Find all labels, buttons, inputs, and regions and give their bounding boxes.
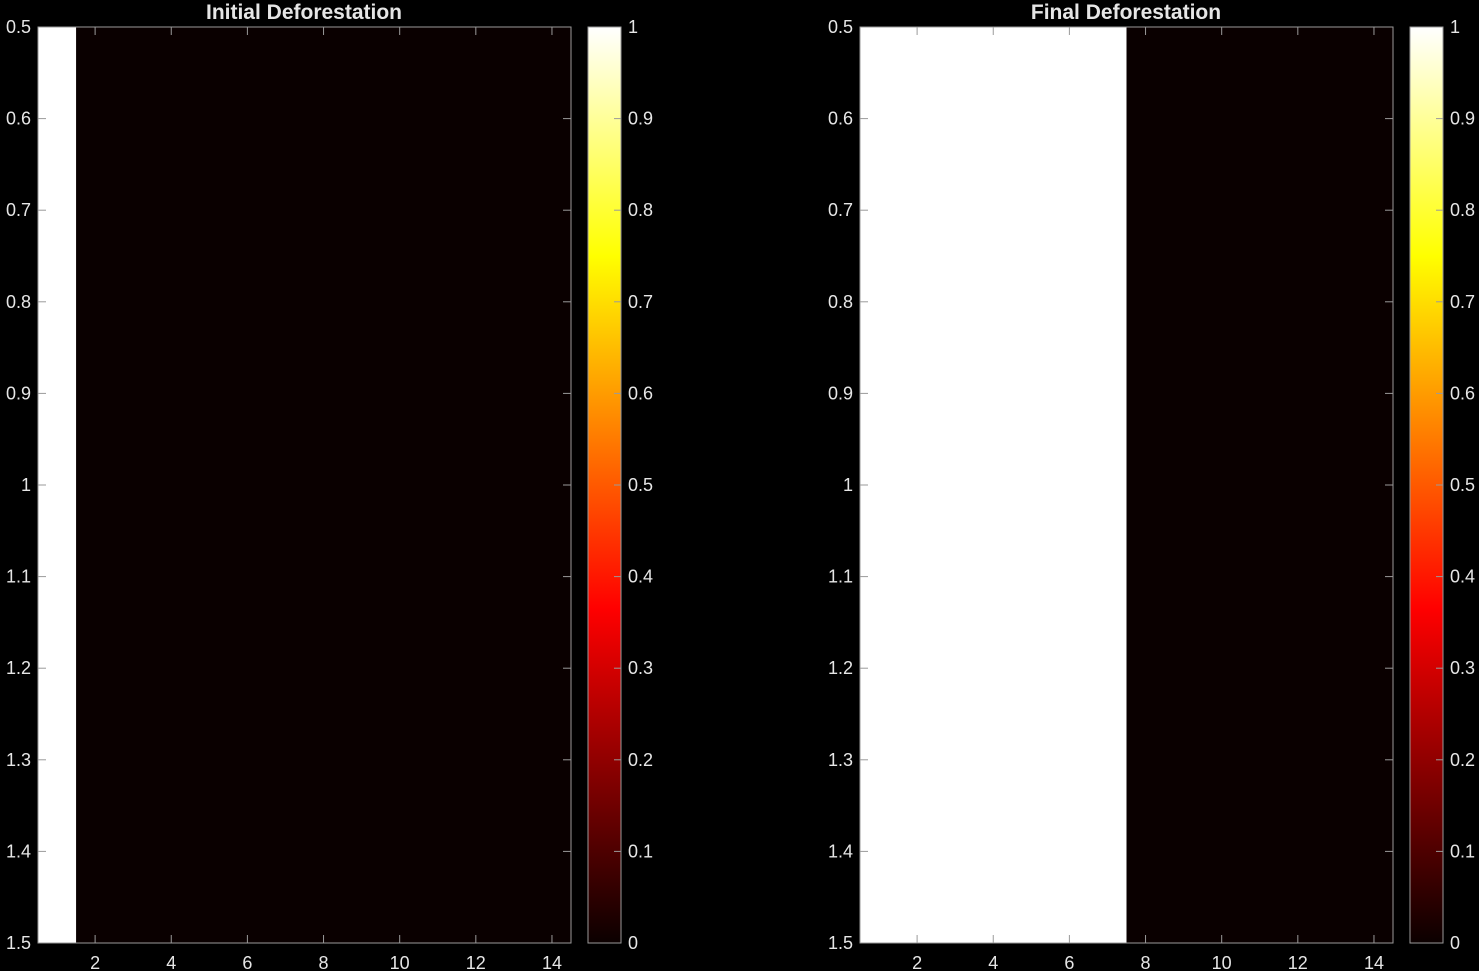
x-tick-label: 12	[1288, 953, 1308, 971]
x-tick-label: 14	[1364, 953, 1384, 971]
x-tick-label: 4	[166, 953, 176, 971]
colorbar-tick-label: 0	[1450, 933, 1460, 953]
heatmap-cell	[936, 27, 975, 943]
chart-final-deforestation: Final Deforestation 2 4 6 8 10 12 14 0.50.60.7…	[828, 1, 1475, 971]
heatmap-cell	[1278, 27, 1318, 943]
y-tick-label: 0.6	[828, 109, 853, 129]
colorbar-tick-label: 0.2	[628, 750, 653, 770]
heatmap-cell	[494, 27, 534, 943]
chart-initial-deforestation: Initial Deforestation 2 4 6 8 10 12 14 0.50.60…	[6, 1, 653, 971]
heatmap-cell	[418, 27, 458, 943]
colorbar-axis: 0 0.1 0.2 0.3 0.4 0.5 0.6 0.7 0.8 0.9 1	[1436, 17, 1475, 953]
heatmap-cells	[38, 27, 572, 943]
colorbar-tick-label: 0.6	[1450, 383, 1475, 403]
y-tick-label: 0.5	[6, 17, 31, 37]
heatmap-cell	[1164, 27, 1204, 943]
y-tick-label: 0.9	[828, 383, 853, 403]
y-tick-label: 0.7	[6, 200, 31, 220]
colorbar-tick-label: 0.8	[628, 200, 653, 220]
y-tick-label: 1.1	[828, 567, 853, 587]
colorbar-tick-label: 0	[628, 933, 638, 953]
heatmap-cell	[974, 27, 1013, 943]
colorbar-tick-label: 0.1	[1450, 841, 1475, 861]
y-tick-label: 1.5	[6, 933, 31, 953]
heatmap-cell	[1202, 27, 1242, 943]
y-tick-label: 1.4	[828, 841, 853, 861]
colorbar-tick-label: 0.5	[1450, 475, 1475, 495]
y-tick-label: 0.5	[828, 17, 853, 37]
heatmap-cell	[1050, 27, 1090, 943]
y-tick-label: 0.6	[6, 109, 31, 129]
heatmap-cell	[1240, 27, 1280, 943]
colorbar-tick-label: 0.2	[1450, 750, 1475, 770]
y-tick-label: 1.5	[828, 933, 853, 953]
x-tick-label: 6	[1064, 953, 1074, 971]
y-axis: 0.5 0.6 0.7 0.8 0.9 1 1.1 1.2 1.3 1.4 1.5	[828, 17, 1393, 953]
y-tick-label: 0.8	[6, 292, 31, 312]
colorbar-tick-label: 1	[628, 17, 638, 37]
x-tick-label: 8	[319, 953, 329, 971]
heatmap-cell	[304, 27, 344, 943]
x-tick-label: 10	[390, 953, 410, 971]
colorbar-tick-label: 0.9	[1450, 109, 1475, 129]
x-tick-label: 6	[242, 953, 252, 971]
y-tick-label: 1.3	[828, 750, 853, 770]
colorbar-tick-label: 0.7	[628, 292, 653, 312]
y-tick-label: 1.4	[6, 841, 31, 861]
y-tick-label: 1.2	[6, 658, 31, 678]
x-tick-label: 10	[1212, 953, 1232, 971]
heatmap-cell	[1126, 27, 1166, 943]
heatmap-cell	[456, 27, 496, 943]
chart-title: Final Deforestation	[1031, 1, 1221, 24]
colorbar: 0 0.1 0.2 0.3 0.4 0.5 0.6 0.7 0.8 0.9 1	[1409, 17, 1475, 953]
colorbar-tick-label: 0.4	[1450, 567, 1475, 587]
y-tick-label: 0.9	[6, 383, 31, 403]
colorbar-tick-label: 1	[1450, 17, 1460, 37]
colorbar-axis: 0 0.1 0.2 0.3 0.4 0.5 0.6 0.7 0.8 0.9 1	[614, 17, 653, 953]
chart-title: Initial Deforestation	[206, 1, 402, 24]
heatmap-cell	[1088, 27, 1128, 943]
heatmap-cell	[898, 27, 937, 943]
heatmap-cell	[76, 27, 115, 943]
heatmap-cell	[114, 27, 153, 943]
y-tick-label: 1.2	[828, 658, 853, 678]
x-axis: 2 4 6 8 10 12 14	[90, 27, 562, 971]
colorbar-tick-label: 0.9	[628, 109, 653, 129]
heatmap-cell	[228, 27, 268, 943]
heatmap-cell	[266, 27, 306, 943]
y-tick-label: 1.3	[6, 750, 31, 770]
x-axis: 2 4 6 8 10 12 14	[912, 27, 1384, 971]
heatmap-cell	[190, 27, 229, 943]
y-tick-label: 1	[843, 475, 853, 495]
colorbar-tick-label: 0.3	[628, 658, 653, 678]
heatmap-cell	[380, 27, 420, 943]
x-tick-label: 4	[988, 953, 998, 971]
x-tick-label: 12	[466, 953, 486, 971]
colorbar-tick-label: 0.6	[628, 383, 653, 403]
y-tick-label: 0.7	[828, 200, 853, 220]
y-axis: 0.5 0.6 0.7 0.8 0.9 1 1.1 1.2 1.3 1.4 1.5	[6, 17, 571, 953]
colorbar-tick-label: 0.4	[628, 567, 653, 587]
y-tick-label: 1	[21, 475, 31, 495]
colorbar-tick-label: 0.3	[1450, 658, 1475, 678]
colorbar: 0 0.1 0.2 0.3 0.4 0.5 0.6 0.7 0.8 0.9 1	[587, 17, 653, 953]
y-tick-label: 0.8	[828, 292, 853, 312]
x-tick-label: 2	[90, 953, 100, 971]
colorbar-tick-label: 0.7	[1450, 292, 1475, 312]
x-tick-label: 2	[912, 953, 922, 971]
colorbar-tick-label: 0.8	[1450, 200, 1475, 220]
colorbar-tick-label: 0.1	[628, 841, 653, 861]
y-tick-label: 1.1	[6, 567, 31, 587]
heatmap-cells	[860, 27, 1394, 943]
x-tick-label: 8	[1141, 953, 1151, 971]
heatmap-cell	[152, 27, 191, 943]
heatmap-cell	[1012, 27, 1051, 943]
heatmap-cell	[1316, 27, 1356, 943]
colorbar-tick-label: 0.5	[628, 475, 653, 495]
x-tick-label: 14	[542, 953, 562, 971]
heatmap-cell	[342, 27, 382, 943]
